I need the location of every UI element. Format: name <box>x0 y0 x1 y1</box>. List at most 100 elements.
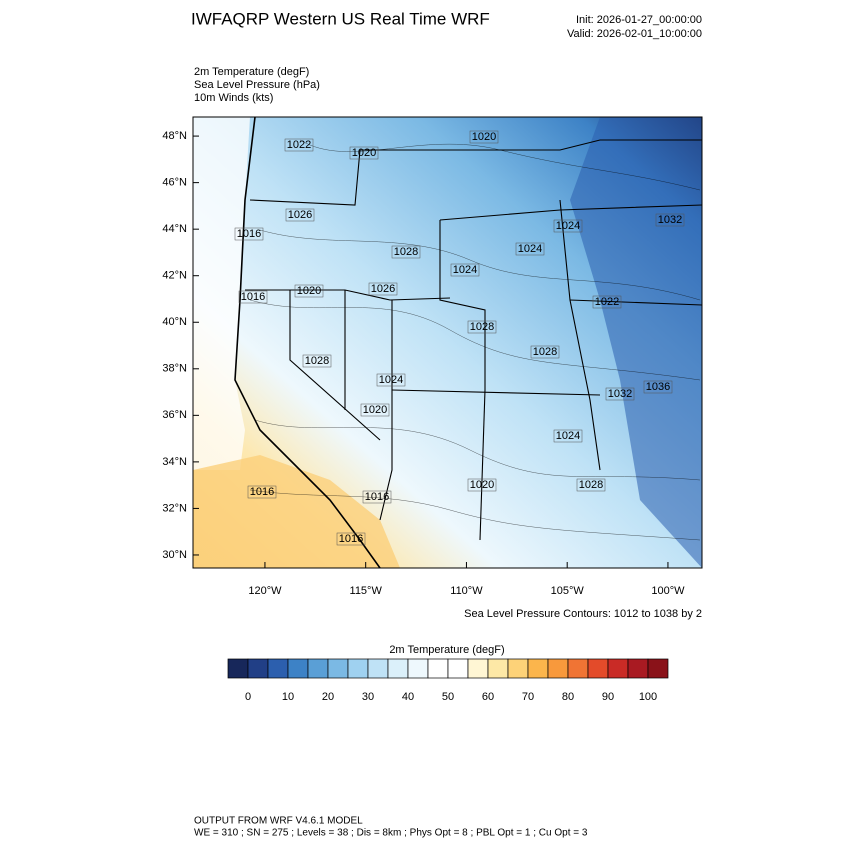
field-label: 2m Temperature (degF) <box>194 66 309 78</box>
contour-label-box <box>362 490 392 504</box>
contour-label-box <box>360 403 390 417</box>
y-tick-label: 42°N <box>162 270 187 282</box>
contour-label-box <box>450 263 480 277</box>
y-tick-label: 38°N <box>162 363 187 375</box>
contour-label-box <box>467 320 497 334</box>
contour-label: 1024 <box>453 264 477 276</box>
contour-label-box <box>247 485 277 499</box>
colorbar-box <box>327 658 349 679</box>
field-label: Sea Level Pressure (hPa) <box>194 79 320 91</box>
colorbar-box <box>527 658 549 679</box>
valid: Valid: 2026-02-01_10:00:00 <box>567 28 702 40</box>
footer: WE = 310 ; SN = 275 ; Levels = 38 ; Dis … <box>194 828 588 839</box>
contour-label-box <box>368 282 398 296</box>
contour-label: 1032 <box>608 388 632 400</box>
colorbar-box <box>367 658 389 679</box>
contour-label: 1022 <box>595 296 619 308</box>
contour-label-box <box>530 345 560 359</box>
colorbar-box <box>387 658 409 679</box>
contour-label-box <box>285 208 315 222</box>
colorbar-box <box>647 658 669 679</box>
contour-label: 1016 <box>250 486 274 498</box>
x-tick-label: 120°W <box>248 585 282 597</box>
colorbar-box <box>287 658 309 679</box>
colorbar-label: 0 <box>245 691 251 703</box>
colorbar-box <box>547 658 569 679</box>
y-tick-label: 48°N <box>162 130 187 142</box>
contour-label: 1026 <box>371 283 395 295</box>
cold-region <box>570 117 702 568</box>
contours <box>249 139 701 541</box>
x-tick-label: 105°W <box>551 585 585 597</box>
colorbar-label: 30 <box>362 691 374 703</box>
colorbar-box <box>607 658 629 679</box>
contour-label-box <box>605 387 635 401</box>
field-label: 10m Winds (kts) <box>194 92 273 104</box>
contour-label-box <box>467 478 497 492</box>
colorbar-label: 70 <box>522 691 534 703</box>
map: 1020 1022 1020 1026 1016 1024 1032 1028 1024 1024… <box>193 117 702 568</box>
contour-label: 1020 <box>472 131 496 143</box>
contour-label: 1028 <box>394 246 418 258</box>
contour-label: 1024 <box>379 374 403 386</box>
colorbar-box <box>247 658 269 679</box>
y-tick-label: 32°N <box>162 502 187 514</box>
contour-label-box <box>336 532 366 546</box>
contour-label-box <box>515 242 545 256</box>
footer: OUTPUT FROM WRF V4.6.1 MODEL <box>194 816 363 827</box>
contour-label-box <box>349 146 379 160</box>
contour-label: 1016 <box>339 533 363 545</box>
contour-label: 1020 <box>352 147 376 159</box>
y-tick-label: 34°N <box>162 456 187 468</box>
contour-label: 1016 <box>365 491 389 503</box>
colorbar-box <box>447 658 469 679</box>
contour-label-box <box>655 213 685 227</box>
y-tick-label: 36°N <box>162 409 187 421</box>
contour-label: 1028 <box>470 321 494 333</box>
warm-region <box>193 455 400 568</box>
coastline <box>234 117 381 568</box>
colorbar-box <box>347 658 369 679</box>
colorbar-box <box>567 658 589 679</box>
contour-label: 1024 <box>518 243 542 255</box>
contour-label-box <box>469 130 499 144</box>
x-tick-label: 110°W <box>450 585 483 597</box>
contour-label: 1024 <box>556 430 580 442</box>
state-borders <box>245 139 702 541</box>
title: IWFAQRP Western US Real Time WRF <box>191 9 490 28</box>
colorbar-label: 40 <box>402 691 414 703</box>
contour-label-box <box>234 227 264 241</box>
contour-label-box <box>576 478 606 492</box>
contour-label-box <box>284 138 314 152</box>
contour-label: 1028 <box>579 479 603 491</box>
contour-label-box <box>376 373 406 387</box>
colorbar-label: 60 <box>482 691 494 703</box>
y-tick-label: 30°N <box>162 549 187 561</box>
colorbar-box <box>307 658 329 679</box>
colorbar-title: 2m Temperature (degF) <box>389 644 504 656</box>
colorbar-box <box>227 658 249 679</box>
colorbar-label: 100 <box>639 691 657 703</box>
colorbar-label: 20 <box>322 691 334 703</box>
contour-label: 1020 <box>297 285 321 297</box>
colorbar-label: 50 <box>442 691 454 703</box>
contour-label-box <box>553 219 583 233</box>
contour-label: 1026 <box>288 209 312 221</box>
contour-label-box <box>238 290 268 304</box>
contour-label-box <box>643 380 673 394</box>
ocean <box>193 117 250 470</box>
colorbar-box <box>407 658 429 679</box>
contour-note: Sea Level Pressure Contours: 1012 to 103… <box>464 608 702 620</box>
y-tick-label: 40°N <box>162 316 187 328</box>
contour-label: 1020 <box>363 404 387 416</box>
contour-label: 1028 <box>305 355 329 367</box>
colorbar-box <box>507 658 529 679</box>
contour-label-box <box>592 295 622 309</box>
colorbar-box <box>587 658 609 679</box>
contour-label: 1022 <box>287 139 311 151</box>
x-tick-label: 115°W <box>350 585 383 597</box>
contour-label: 1028 <box>533 346 557 358</box>
colorbar-box <box>267 658 289 679</box>
colorbar-box <box>427 658 449 679</box>
